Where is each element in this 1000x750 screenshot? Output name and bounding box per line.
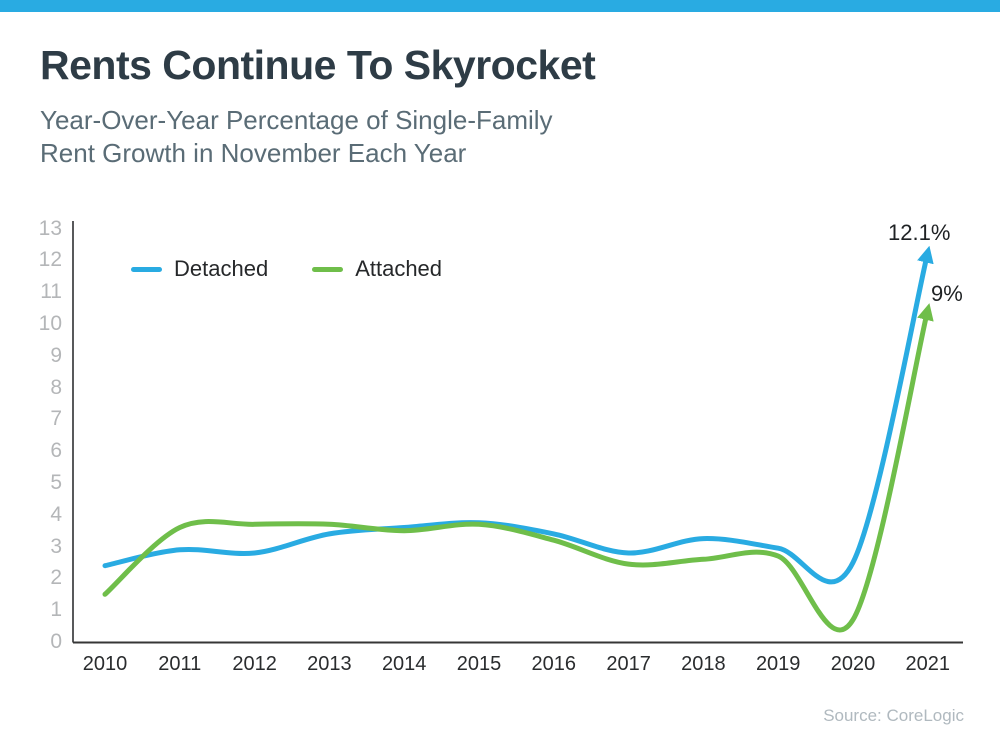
y-tick-label-5: 5 [50,471,62,494]
y-tick-label-1: 1 [50,598,62,622]
attached-end-value-label: 9% [931,281,963,306]
top-accent-bar [0,0,1000,12]
page-title: Rents Continue To Skyrocket [40,42,596,88]
legend-item-attached: Attached [312,256,442,282]
detached-series-line [102,245,934,585]
legend-item-detached: Detached [131,256,268,282]
y-tick-label-4: 4 [50,502,62,526]
chart-legend: Detached Attached [131,256,442,282]
subtitle-line-2: Rent Growth in November Each Year [40,138,467,168]
x-tick-label-2018: 2018 [681,653,726,675]
subtitle-line-1: Year-Over-Year Percentage of Single-Fami… [40,105,553,135]
y-tick-label-6: 6 [50,439,62,463]
y-tick-label-0: 0 [50,630,62,653]
y-tick-label-7: 7 [50,407,62,431]
legend-label-detached: Detached [174,256,269,281]
page-subtitle: Year-Over-Year Percentage of Single-Fami… [40,104,553,170]
detached-line-swatch [131,266,162,272]
y-tick-label-3: 3 [50,534,62,558]
detached-end-value-label: 12.1% [888,220,951,245]
y-tick-label-12: 12 [38,248,62,272]
y-tick-label-9: 9 [50,343,62,367]
x-tick-label-2016: 2016 [531,653,577,675]
y-tick-label-13: 13 [38,216,62,240]
attached-line-swatch [312,266,344,272]
x-tick-label-2020: 2020 [830,653,876,675]
line-chart-canvas [72,221,963,644]
x-tick-label-2017: 2017 [606,653,651,675]
x-tick-label-2010: 2010 [82,653,128,675]
x-tick-label-2019: 2019 [755,653,801,675]
x-tick-label-2014: 2014 [381,653,427,675]
y-tick-label-2: 2 [50,566,62,590]
attached-series-line [102,303,934,633]
x-tick-label-2011: 2011 [158,653,202,675]
x-tick-label-2015: 2015 [456,653,502,675]
x-tick-label-2012: 2012 [232,653,277,675]
x-tick-label-2013: 2013 [307,653,352,675]
source-credit: Source: CoreLogic [823,706,964,725]
y-tick-label-8: 8 [50,375,62,399]
y-tick-label-11: 11 [40,280,62,304]
y-tick-label-10: 10 [38,312,62,335]
legend-label-attached: Attached [355,256,443,281]
chart-area: 0 1 2 3 4 5 6 7 8 9 10 11 12 13 2010 2011 2012 2013 2014 2… [0,205,1000,705]
x-tick-label-2021: 2021 [905,653,951,675]
